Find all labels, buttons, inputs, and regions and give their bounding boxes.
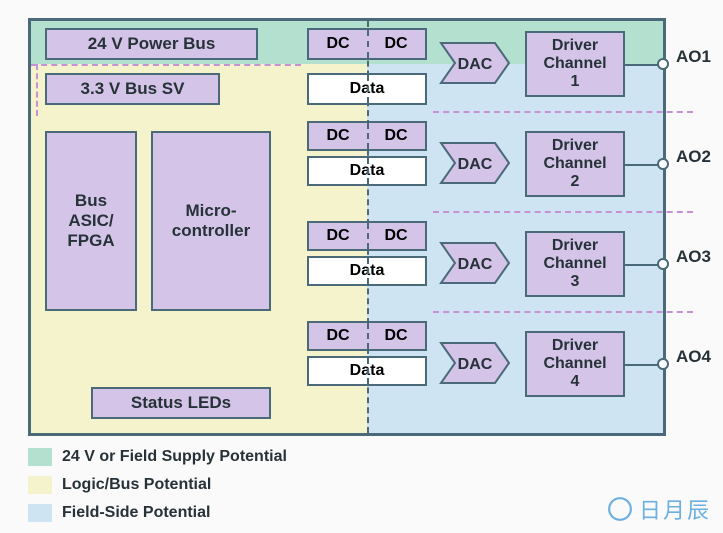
dc-dc-top: DCDC — [307, 28, 427, 60]
legend-label-2: Logic/Bus Potential — [62, 476, 211, 494]
watermark-text: 日月辰 — [639, 493, 711, 525]
legend-swatch-3 — [28, 504, 52, 522]
diagram-frame: 24 V Power Bus 3.3 V Bus SV BusASIC/FPGAMi… — [28, 18, 666, 436]
data-top-sep — [367, 75, 369, 103]
legend-label-3: Field-Side Potential — [62, 504, 210, 522]
driver-channel-1: DriverChannel1 — [525, 31, 625, 97]
dc-dc-ch3: DCDC — [307, 321, 427, 351]
dac-4: DAC — [441, 343, 509, 383]
data-ch3-sep — [367, 358, 369, 384]
data-ch3: Data — [307, 356, 427, 386]
dc-dc-ch1-right: DC — [367, 123, 425, 149]
dc-dc-top-right: DC — [367, 30, 425, 58]
driver-channel-3: DriverChannel3 — [525, 231, 625, 297]
output-label-1: AO1 — [676, 47, 711, 67]
driver-channel-4: DriverChannel4 — [525, 331, 625, 397]
svg-text:DAC: DAC — [458, 256, 493, 273]
svg-text:DAC: DAC — [458, 56, 493, 73]
dc-dc-ch2-sep — [367, 223, 369, 249]
legend-row-1: 24 V or Field Supply Potential — [28, 448, 287, 466]
dc-dc-ch3-right: DC — [367, 323, 425, 349]
dc-dc-ch1-sep — [367, 123, 369, 149]
dc-dc-ch2-right: DC — [367, 223, 425, 249]
output-pin-1 — [657, 58, 669, 70]
output-label-4: AO4 — [676, 347, 711, 367]
dc-dc-ch2: DCDC — [307, 221, 427, 251]
data-ch2: Data — [307, 256, 427, 286]
watermark-icon — [607, 496, 633, 522]
dc-dc-ch1: DCDC — [307, 121, 427, 151]
legend-row-3: Field-Side Potential — [28, 504, 210, 522]
sv-bus-block: 3.3 V Bus SV — [45, 73, 220, 105]
dash-left — [36, 64, 38, 116]
watermark: 日月辰 — [607, 493, 711, 525]
dc-dc-ch2-left: DC — [309, 223, 367, 249]
data-ch1-sep — [367, 158, 369, 184]
output-pin-2 — [657, 158, 669, 170]
legend-label-1: 24 V or Field Supply Potential — [62, 448, 287, 466]
svg-text:DAC: DAC — [458, 156, 493, 173]
microcontroller-block: Micro-controller — [151, 131, 271, 311]
dac-3: DAC — [441, 243, 509, 283]
output-pin-3 — [657, 258, 669, 270]
output-label-3: AO3 — [676, 247, 711, 267]
legend-swatch-2 — [28, 476, 52, 494]
driver-channel-2: DriverChannel2 — [525, 131, 625, 197]
legend-swatch-1 — [28, 448, 52, 466]
svg-text:DAC: DAC — [458, 356, 493, 373]
dc-dc-ch3-sep — [367, 323, 369, 349]
dc-dc-ch3-left: DC — [309, 323, 367, 349]
dc-dc-top-sep — [367, 30, 369, 58]
dac-2: DAC — [441, 143, 509, 183]
bus-asic-fpga-block: BusASIC/FPGA — [45, 131, 137, 311]
data-ch1: Data — [307, 156, 427, 186]
dash-green-bottom — [31, 64, 301, 66]
dc-dc-top-left: DC — [309, 30, 367, 58]
channel-dash-2 — [433, 111, 693, 113]
dc-dc-ch1-left: DC — [309, 123, 367, 149]
dac-1: DAC — [441, 43, 509, 83]
output-pin-4 — [657, 358, 669, 370]
data-top: Data — [307, 73, 427, 105]
legend-row-2: Logic/Bus Potential — [28, 476, 211, 494]
output-label-2: AO2 — [676, 147, 711, 167]
channel-dash-4 — [433, 311, 693, 313]
status-leds-block: Status LEDs — [91, 387, 271, 419]
data-ch2-sep — [367, 258, 369, 284]
power-bus-block: 24 V Power Bus — [45, 28, 258, 60]
channel-dash-3 — [433, 211, 693, 213]
